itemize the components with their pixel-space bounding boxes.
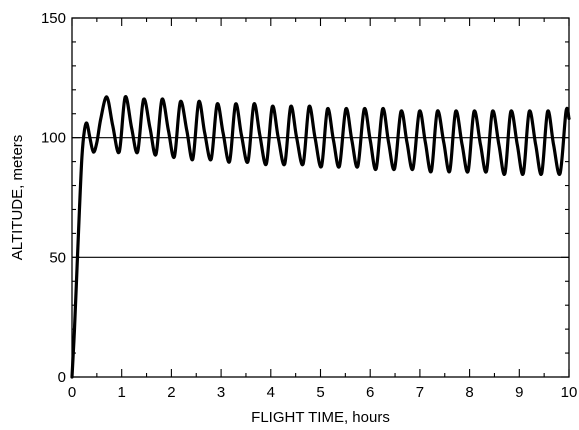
y-tick-label: 50 <box>49 249 66 266</box>
x-tick-label: 3 <box>217 384 225 401</box>
y-tick-label: 0 <box>58 369 66 386</box>
y-tick-label: 150 <box>41 10 66 27</box>
x-tick-label: 4 <box>267 384 275 401</box>
x-tick-label: 5 <box>316 384 324 401</box>
x-tick-label: 7 <box>416 384 424 401</box>
y-axis-ticks: 0 50 100 150 <box>41 10 569 386</box>
x-tick-label: 9 <box>515 384 523 401</box>
x-tick-label: 0 <box>68 384 76 401</box>
plot-frame <box>71 17 570 378</box>
x-axis-title: FLIGHT TIME, hours <box>251 409 390 426</box>
y-axis-title: ALTITUDE, meters <box>9 135 26 261</box>
x-tick-label: 2 <box>167 384 175 401</box>
x-tick-label: 10 <box>561 384 578 401</box>
x-tick-label: 8 <box>465 384 473 401</box>
x-tick-label: 1 <box>118 384 126 401</box>
x-tick-label: 6 <box>366 384 374 401</box>
y-tick-label: 100 <box>41 130 66 147</box>
reference-lines <box>72 137 569 258</box>
x-axis-ticks: 0 1 2 3 4 5 6 7 8 9 10 <box>68 18 578 401</box>
plot-area: 0 1 2 3 4 5 6 7 8 9 10 0 50 100 150 <box>41 10 577 401</box>
altitude-series-line <box>70 95 571 379</box>
